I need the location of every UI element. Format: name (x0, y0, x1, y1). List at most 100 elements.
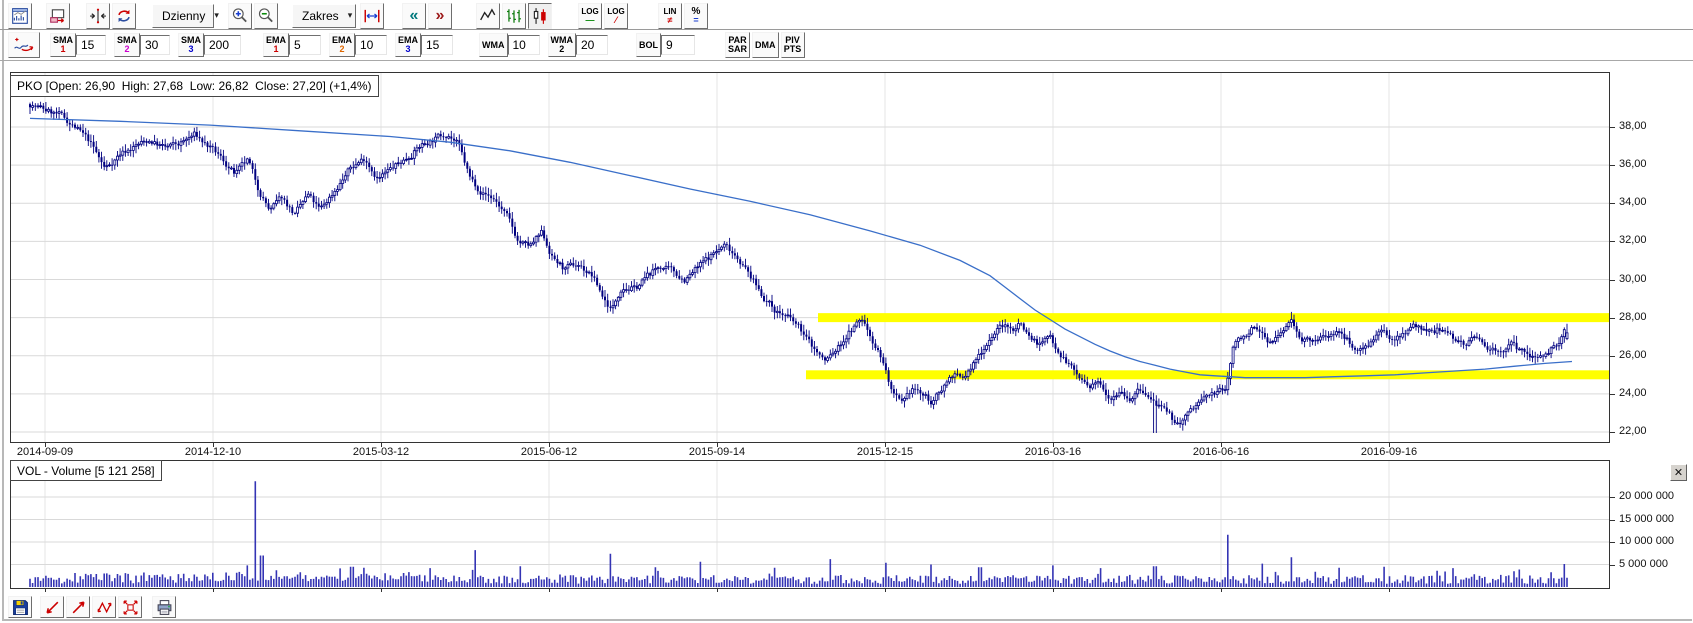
indicator-input-sma3[interactable] (204, 35, 241, 55)
printer-icon (157, 599, 171, 615)
log-scale-label: LOG (581, 6, 599, 16)
indicator-name-text: BOL (639, 39, 658, 50)
date-axis-label: 2015-12-15 (856, 446, 914, 458)
fit-range-button[interactable] (360, 2, 384, 29)
zoom-out-icon (258, 7, 273, 22)
period-dropdown[interactable]: Dzienny ▾ (152, 3, 219, 28)
date-axis-label: 2016-03-16 (1024, 446, 1082, 458)
chart-properties-button[interactable] (8, 2, 32, 29)
indicator-group-ema2: EMA 2 (329, 33, 387, 57)
indicator-input-wma[interactable] (507, 35, 540, 55)
print-button[interactable] (152, 596, 176, 618)
bottom-toolbar (6, 595, 176, 619)
volume-chart-canvas (10, 460, 1610, 589)
axis-tick (1610, 355, 1615, 357)
refresh-arrows-icon (118, 9, 130, 22)
axis-tick (885, 589, 886, 592)
volume-axis-label: 10 000 000 (1619, 535, 1675, 547)
axis-tick (549, 589, 550, 592)
candlestick-chart-button[interactable] (528, 2, 552, 29)
save-button[interactable] (8, 596, 32, 618)
scroll-right-button[interactable]: » (428, 2, 452, 29)
indicator-input-ema3[interactable] (421, 35, 453, 55)
axis-tick (1389, 589, 1390, 592)
piv-pts-label-line2: PTS (783, 44, 802, 54)
new-window-button[interactable] (46, 2, 70, 29)
axis-tick (1610, 203, 1615, 205)
indicator-input-sma1[interactable] (76, 35, 106, 55)
parabolic-sar-button[interactable]: PAR SAR (725, 32, 751, 58)
trend-up-tool-button[interactable] (66, 596, 90, 618)
volume-axis-label: 5 000 000 (1619, 557, 1668, 570)
price-chart-pane[interactable] (10, 72, 1610, 443)
indicator-label-sma2[interactable]: SMA 2 (114, 33, 140, 57)
chevron-down-icon: ▾ (214, 10, 219, 20)
indicator-name-text: EMA (398, 35, 418, 45)
price-chart-title: PKO [Open: 26,90 High: 27,68 Low: 26,82 … (10, 75, 379, 97)
indicator-number-text: 2 (559, 44, 565, 54)
indicator-label-ema1[interactable]: EMA 1 (263, 33, 289, 57)
axis-tick (1389, 443, 1390, 447)
date-axis-label: 2015-03-12 (352, 446, 410, 458)
axis-tick (45, 589, 46, 592)
not-equal-glyph: ≠ (667, 14, 673, 25)
indicator-number-text: 1 (60, 44, 66, 54)
indicator-tool-button[interactable] (8, 32, 40, 58)
axis-tick (549, 443, 550, 447)
period-dropdown-label: Dzienny (162, 8, 206, 23)
indicator-label-sma1[interactable]: SMA 1 (50, 33, 76, 57)
arrow-up-right-icon (72, 600, 85, 613)
zoom-in-button[interactable] (228, 2, 252, 29)
indicator-group-sma2: SMA 2 (114, 33, 170, 57)
fit-width-icon (364, 9, 380, 22)
indicator-group-bol: BOL (636, 33, 695, 57)
fullscreen-tool-button[interactable] (118, 596, 142, 618)
pivot-points-button[interactable]: PIV PTS (780, 32, 805, 58)
log-compare-button[interactable]: LOG ⁄ (604, 2, 628, 29)
axis-tick (885, 443, 886, 447)
indicator-label-wma2[interactable]: WMA 2 (547, 33, 576, 57)
line-chart-button[interactable] (476, 2, 500, 29)
scroll-left-button[interactable]: « (402, 2, 426, 29)
axis-tick (1053, 443, 1054, 447)
dma-button[interactable]: DMA (752, 32, 779, 58)
indicator-input-wma2[interactable] (576, 35, 608, 55)
log-compare-label: LOG (607, 6, 625, 16)
indicator-label-ema3[interactable]: EMA 3 (395, 33, 421, 57)
window-left-edge (2, 0, 4, 620)
percent-scale-button[interactable]: % = (684, 2, 708, 29)
chevron-down-icon: ▾ (347, 10, 353, 20)
log-scale-button[interactable]: LOG — (578, 2, 602, 29)
indicator-name-text: SMA (181, 35, 201, 45)
indicator-input-sma2[interactable] (140, 35, 170, 55)
zigzag-arrows-icon (96, 601, 112, 613)
linear-scale-button[interactable]: LIN ≠ (658, 2, 682, 29)
indicator-arrow-icon (14, 37, 34, 52)
indicator-name-text: SMA (53, 35, 73, 45)
par-sar-label-line2: SAR (728, 44, 748, 54)
indicator-input-bol[interactable] (661, 35, 695, 55)
indicator-input-ema2[interactable] (355, 35, 387, 55)
indicator-label-ema2[interactable]: EMA 2 (329, 33, 355, 57)
trend-down-tool-button[interactable] (40, 596, 64, 618)
price-axis-label: 32,00 (1619, 234, 1647, 247)
bar-chart-button[interactable] (502, 2, 526, 29)
measure-tool-button[interactable] (86, 2, 110, 29)
chart-area-separator (0, 60, 1693, 61)
range-dropdown[interactable]: Zakres ▾ (292, 3, 356, 28)
indicator-label-wma[interactable]: WMA (479, 33, 508, 57)
volume-chart-pane[interactable] (10, 460, 1610, 589)
date-axis-label: 2015-06-12 (520, 446, 578, 458)
indicator-label-sma3[interactable]: SMA 3 (178, 33, 204, 57)
par-sar-label-line1: PAR (728, 35, 747, 45)
arrow-down-left-icon (45, 601, 58, 614)
zoom-out-button[interactable] (254, 2, 278, 29)
zigzag-tool-button[interactable] (92, 596, 116, 618)
axis-tick (381, 443, 382, 447)
indicator-number-text: 1 (273, 44, 279, 54)
indicator-label-bol[interactable]: BOL (636, 33, 661, 57)
indicator-input-ema1[interactable] (289, 35, 321, 55)
refresh-button[interactable] (112, 2, 136, 29)
axis-tick (1610, 519, 1615, 521)
close-volume-pane-button[interactable]: ✕ (1670, 464, 1687, 481)
